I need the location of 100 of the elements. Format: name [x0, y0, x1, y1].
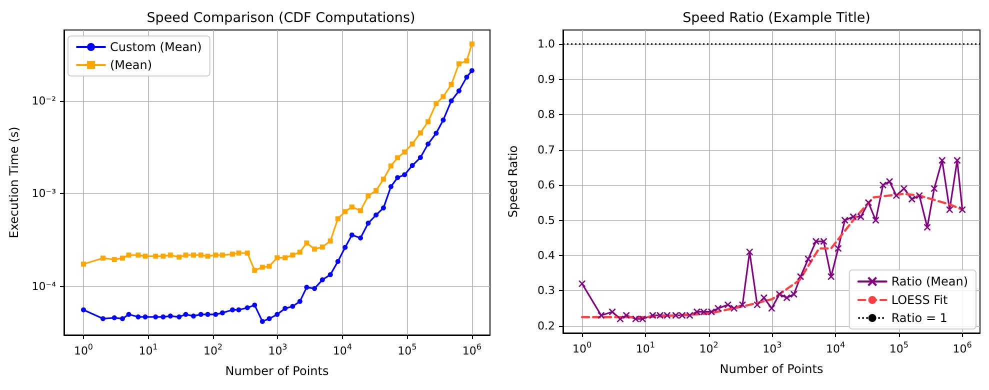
point: [708, 308, 716, 316]
point: [864, 198, 872, 206]
point: [418, 155, 423, 160]
point: [834, 244, 842, 252]
point: [693, 308, 701, 316]
point: [274, 255, 280, 260]
point: [930, 184, 938, 192]
point: [672, 312, 680, 320]
point: [328, 272, 333, 278]
point: [266, 264, 272, 269]
point: [252, 268, 258, 273]
point: [724, 301, 732, 308]
point: [160, 254, 166, 259]
point: [176, 314, 182, 320]
point: [686, 312, 694, 320]
point: [342, 209, 348, 214]
point: [380, 205, 386, 210]
point: [448, 82, 454, 88]
point: [768, 304, 776, 312]
point: [190, 252, 196, 258]
point: [656, 312, 664, 320]
point: [456, 88, 462, 94]
point: [900, 184, 908, 192]
point: [304, 284, 310, 290]
point: [205, 254, 210, 259]
point: [448, 98, 454, 104]
legend-label: Ratio (Mean): [891, 274, 968, 288]
point: [714, 304, 722, 312]
point: [841, 216, 848, 224]
point: [380, 176, 386, 182]
point: [410, 163, 415, 168]
point: [349, 204, 354, 210]
point: [664, 312, 671, 320]
y-tick-label: 0.3: [538, 284, 555, 298]
point: [434, 130, 439, 136]
x-axis-title: Number of Points: [720, 362, 824, 376]
point: [153, 314, 158, 320]
y-tick-label: 0.4: [538, 248, 555, 262]
point: [290, 304, 296, 309]
y-tick-label: 0.6: [538, 178, 555, 192]
y-tick-label: 0.5: [538, 214, 555, 227]
point: [783, 294, 790, 302]
point: [244, 305, 250, 310]
point: [908, 195, 916, 203]
point: [924, 224, 931, 231]
point: [827, 272, 835, 280]
point: [440, 118, 446, 123]
point: [410, 141, 415, 146]
point: [426, 141, 431, 146]
point: [230, 307, 235, 312]
point: [954, 156, 961, 164]
point: [282, 306, 288, 311]
point: [916, 192, 924, 200]
point: [374, 188, 379, 194]
point: [328, 238, 333, 244]
y-axis-title: Speed Ratio: [506, 145, 520, 218]
point: [730, 304, 738, 312]
point: [892, 192, 900, 200]
point: [183, 312, 188, 317]
y-tick-label: 0.7: [538, 143, 555, 156]
point: [796, 272, 804, 280]
point: [236, 250, 242, 256]
point: [349, 232, 354, 238]
point: [812, 238, 820, 246]
point: [304, 240, 310, 246]
point: [872, 216, 880, 224]
chart-title: Speed Comparison (CDF Computations): [146, 10, 416, 26]
point: [738, 301, 746, 308]
point: [358, 235, 364, 240]
point: [160, 314, 166, 320]
point: [366, 220, 371, 226]
y-tick-label: 10⁻⁴: [32, 280, 57, 293]
point: [335, 216, 340, 222]
point: [198, 312, 204, 317]
point: [886, 178, 894, 186]
point: [879, 181, 887, 189]
point: [236, 307, 242, 312]
point: [366, 193, 371, 198]
point: [456, 61, 462, 66]
point: [700, 308, 708, 316]
point: [790, 290, 798, 298]
y-tick-label: 0.8: [538, 108, 555, 122]
point: [260, 264, 265, 270]
y-tick-label: 1.0: [538, 38, 555, 51]
point: [938, 156, 946, 164]
point: [358, 208, 364, 214]
point: [205, 312, 210, 317]
legend-label: Ratio = 1: [891, 311, 948, 325]
point: [198, 252, 204, 258]
point: [176, 254, 182, 260]
point: [820, 238, 828, 246]
point: [320, 244, 325, 250]
point: [320, 277, 325, 282]
point: [213, 252, 218, 258]
point: [183, 252, 188, 258]
point: [297, 250, 302, 255]
point: [213, 312, 218, 317]
point: [282, 255, 288, 260]
point: [312, 286, 318, 292]
legend-label: Custom (Mean): [110, 40, 202, 54]
